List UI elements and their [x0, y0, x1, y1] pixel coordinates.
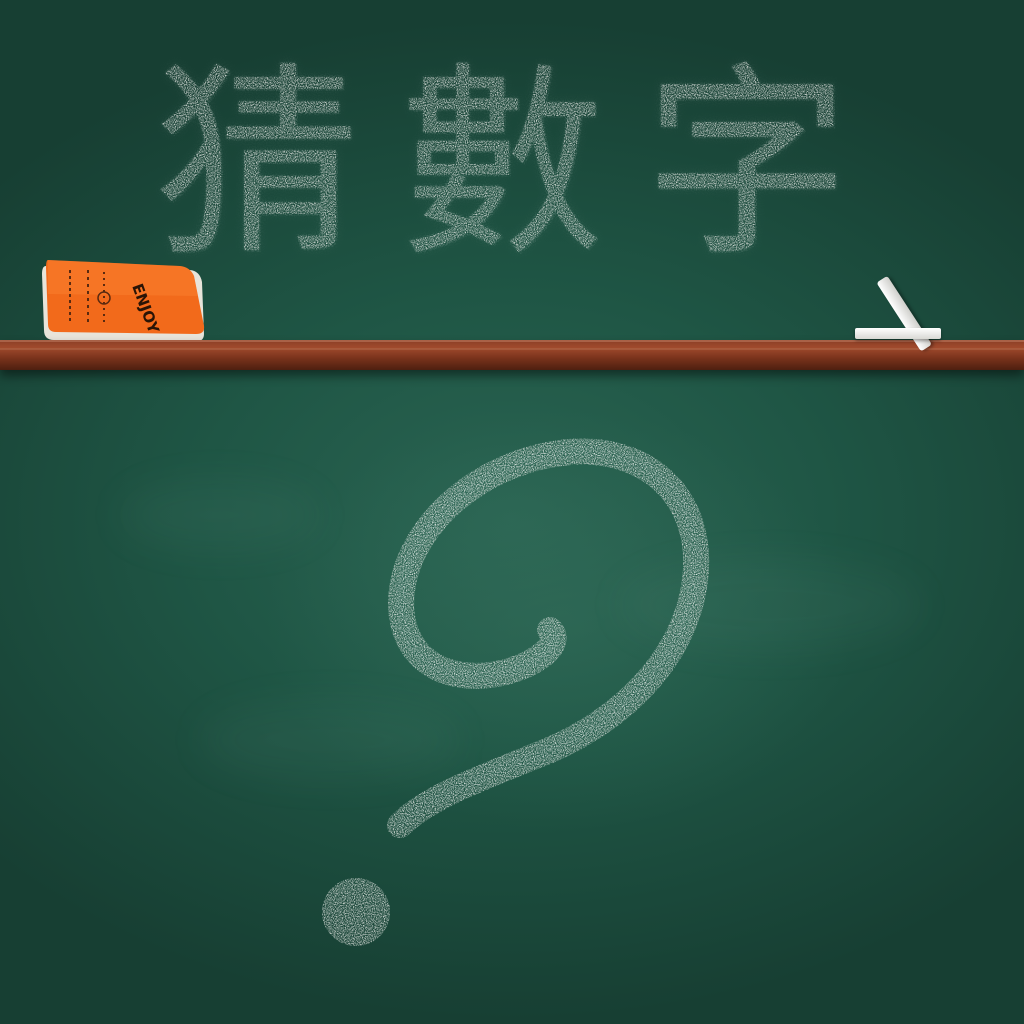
eraser-icon[interactable]: ENJOY	[40, 256, 206, 344]
chalk-smudge	[120, 480, 320, 550]
chalk-tray	[0, 340, 1024, 370]
chalk-smudge	[200, 700, 460, 780]
chalk-stick-icon[interactable]	[855, 328, 941, 339]
chalk-question-mark-icon[interactable]	[300, 430, 720, 970]
game-title: 猜數字	[154, 45, 890, 284]
tray-grain	[0, 348, 1024, 350]
